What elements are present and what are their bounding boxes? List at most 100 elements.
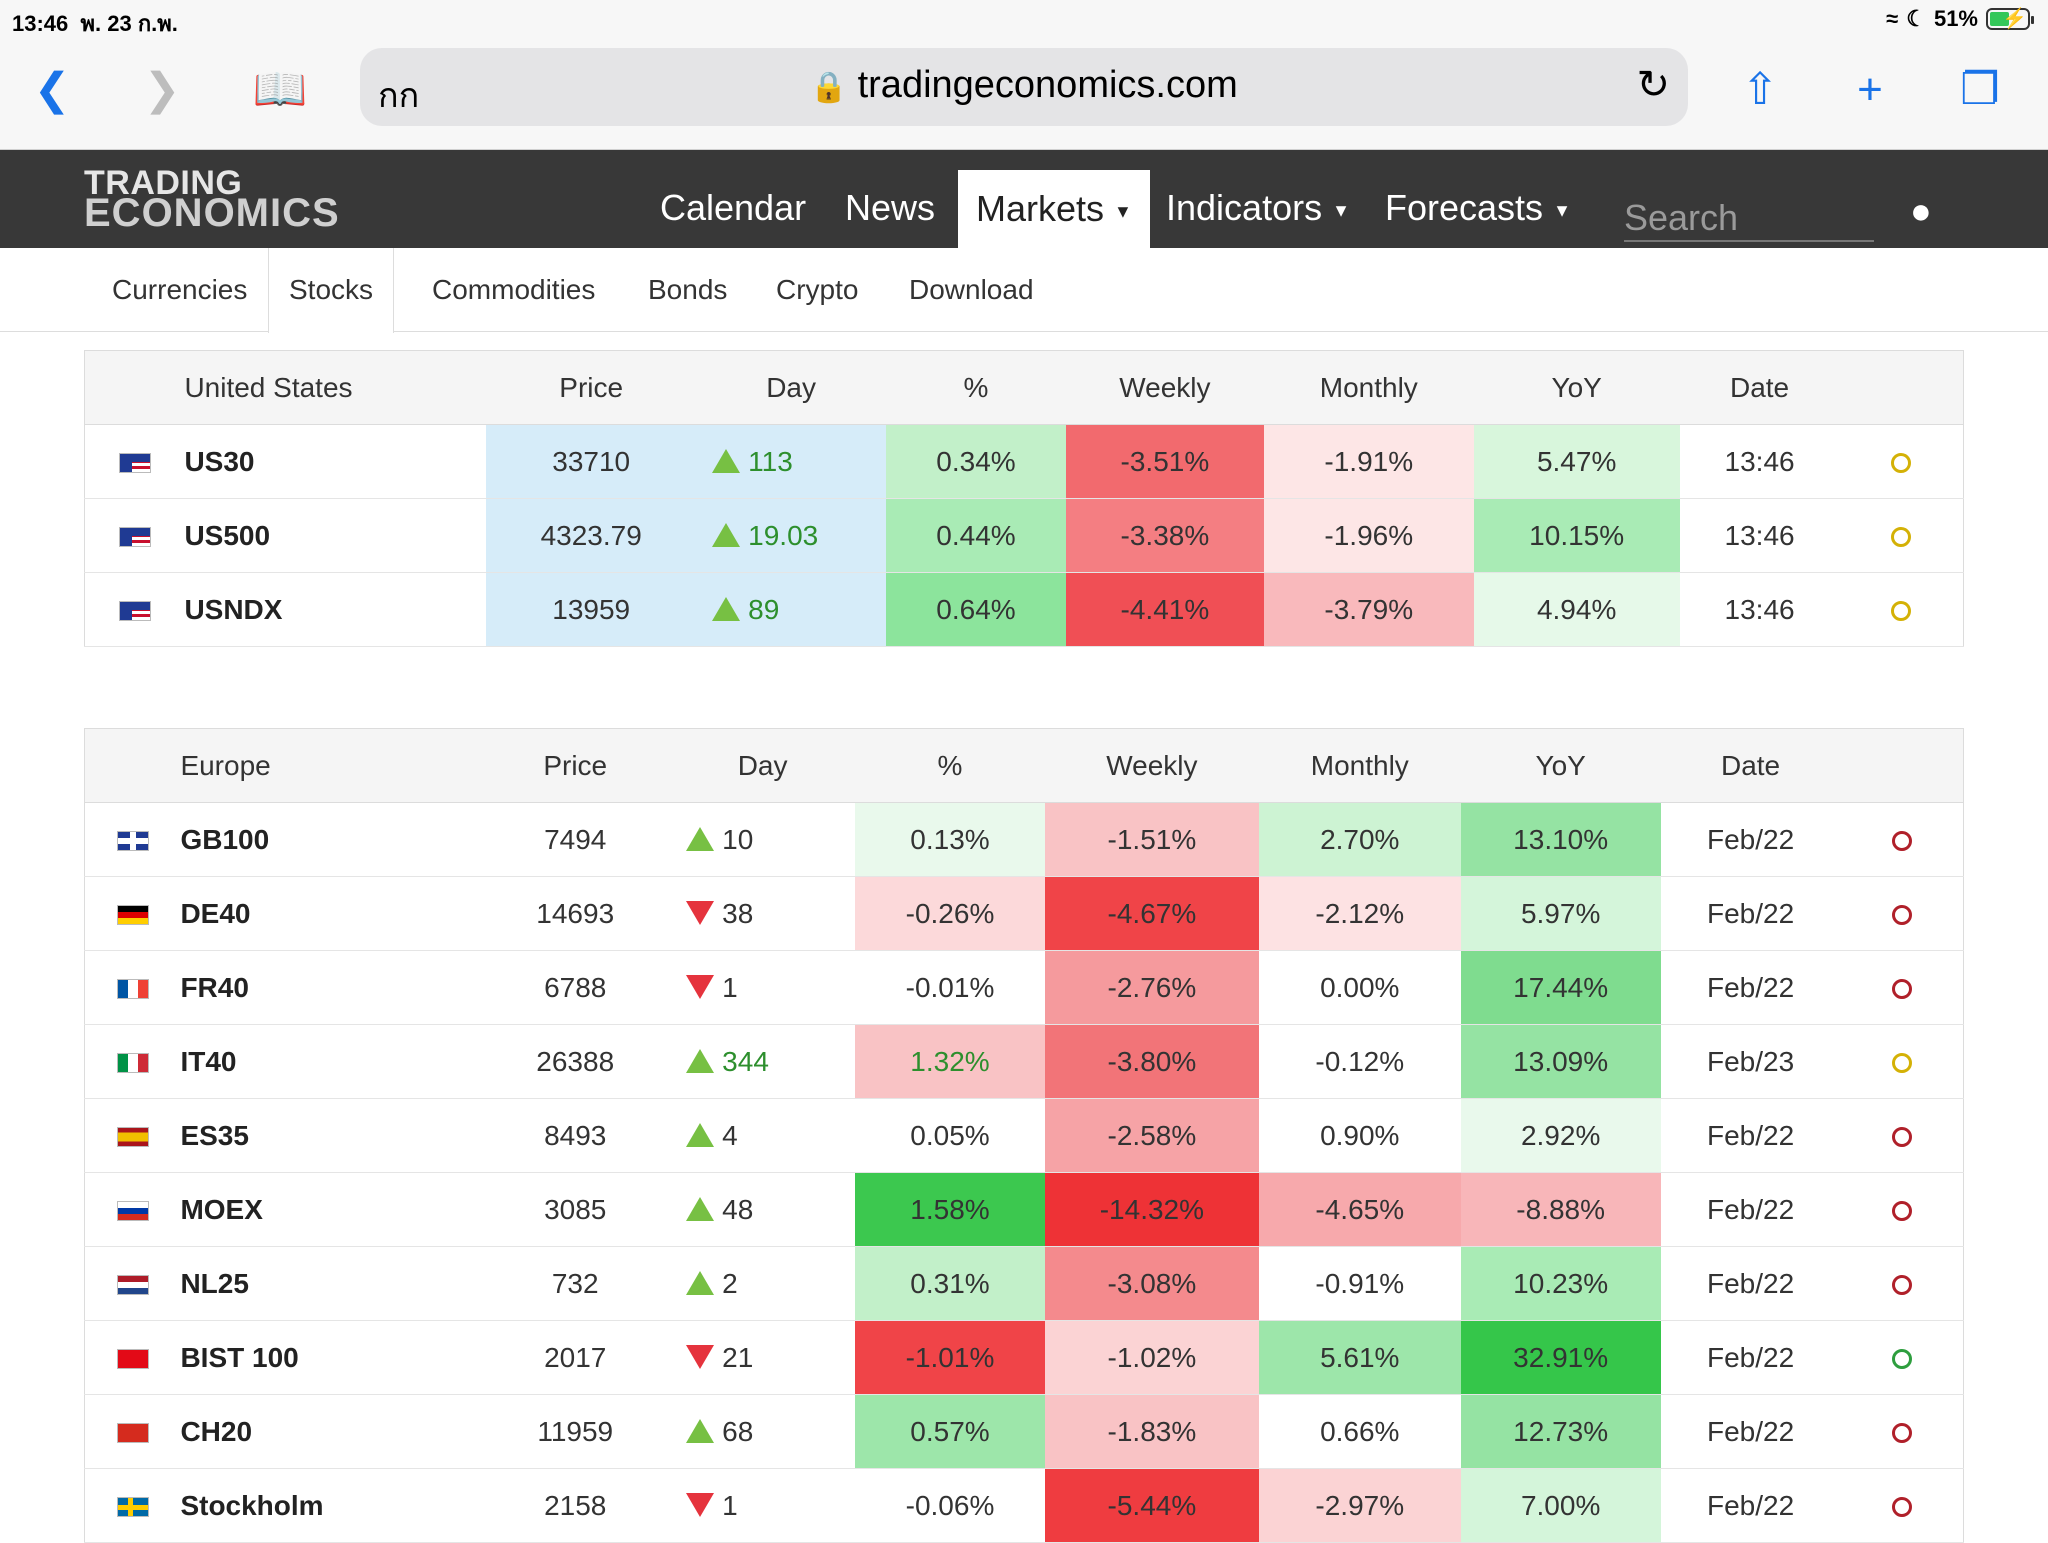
table-row[interactable]: MOEX 3085 48 1.58% -14.32% -4.65% -8.88% Feb/22 [84, 1172, 1964, 1247]
symbol-link[interactable]: BIST 100 [180, 1320, 481, 1395]
table-row[interactable]: NL25 732 2 0.31% -3.08% -0.91% 10.23% Feb/22 [84, 1246, 1964, 1321]
column-header-weekly[interactable]: Weekly [1044, 728, 1259, 803]
clock-cell [1839, 424, 1964, 499]
weekly-cell: -2.76% [1044, 950, 1259, 1025]
flag-tr-icon [116, 1349, 149, 1370]
forward-icon[interactable]: ❯ [143, 65, 181, 114]
reader-options-button[interactable]: กก [378, 77, 420, 115]
nav-forecasts[interactable]: Forecasts ▼ [1385, 187, 1571, 228]
column-header-weekly[interactable]: Weekly [1065, 350, 1264, 425]
user-icon[interactable]: ● [1910, 190, 1932, 231]
symbol-link[interactable]: CH20 [180, 1394, 481, 1469]
symbol-link[interactable]: NL25 [180, 1246, 481, 1321]
column-header-yoy[interactable]: YoY [1460, 728, 1661, 803]
subtab-crypto[interactable]: Crypto [776, 274, 859, 305]
column-header-price[interactable]: Price [486, 350, 697, 425]
yoy-cell: 4.94% [1473, 572, 1680, 647]
flag-cell [84, 1098, 181, 1173]
clock-col-header [1839, 350, 1964, 425]
subtab-stocks[interactable]: Stocks [268, 248, 395, 333]
status-time: 13:46 พ. 23 ก.พ. [12, 11, 178, 36]
table-row[interactable]: GB100 7494 10 0.13% -1.51% 2.70% 13.10% Feb/22 [84, 802, 1964, 877]
subtab-commodities[interactable]: Commodities [432, 274, 596, 305]
nav-markets[interactable]: Markets ▼ [958, 170, 1150, 248]
symbol-link[interactable]: FR40 [180, 950, 481, 1025]
bookmarks-icon[interactable]: 📖 [252, 65, 308, 114]
column-header-pct[interactable]: % [886, 350, 1066, 425]
table-row[interactable]: CH20 11959 68 0.57% -1.83% 0.66% 12.73% Feb/22 [84, 1394, 1964, 1469]
symbol-link[interactable]: ES35 [180, 1098, 481, 1173]
address-bar[interactable]: กก 🔒 tradingeconomics.com ↻ [360, 48, 1688, 126]
symbol-link[interactable]: DE40 [180, 876, 481, 951]
column-header-monthly[interactable]: Monthly [1258, 728, 1461, 803]
table-row[interactable]: IT40 26388 344 1.32% -3.80% -0.12% 13.09% Feb/2… [84, 1024, 1964, 1099]
region-header: Europe [180, 728, 481, 803]
arrow-down-icon [686, 1492, 715, 1517]
column-header-monthly[interactable]: Monthly [1263, 350, 1474, 425]
new-tab-icon[interactable]: + [1857, 65, 1883, 114]
table-row[interactable]: USNDX 13959 89 0.64% -4.41% -3.79% 4.94% 13:46 [84, 572, 1964, 647]
symbol-link[interactable]: Stockholm [180, 1468, 481, 1543]
day-change-cell: 10 [670, 802, 856, 877]
clock-cell [1840, 1024, 1964, 1099]
flag-gb-icon [116, 831, 149, 852]
column-header-price[interactable]: Price [480, 728, 671, 803]
nav-calendar[interactable]: Calendar [660, 187, 807, 228]
url-display[interactable]: 🔒 tradingeconomics.com [360, 64, 1688, 107]
yoy-cell: 12.73% [1460, 1394, 1661, 1469]
table-row[interactable]: BIST 100 2017 21 -1.01% -1.02% 5.61% 32.91% Feb… [84, 1320, 1964, 1395]
date-cell: Feb/22 [1660, 1468, 1841, 1543]
symbol-link[interactable]: US500 [184, 498, 487, 573]
site-logo[interactable]: TRADING ECONOMICS [84, 164, 340, 235]
symbol-link[interactable]: GB100 [180, 802, 481, 877]
table-row[interactable]: US500 4323.79 19.03 0.44% -3.38% -1.96% 10.15%… [84, 498, 1964, 573]
search-input[interactable]: Search [1624, 190, 1874, 242]
site-navbar: TRADING ECONOMICS Calendar News Markets … [0, 150, 2048, 248]
column-header-pct[interactable]: % [855, 728, 1045, 803]
symbol-link[interactable]: US30 [184, 424, 487, 499]
back-icon[interactable]: ❮ [33, 65, 71, 114]
share-icon[interactable]: ⇧ [1741, 65, 1779, 114]
flag-es-icon [116, 1127, 149, 1148]
subtab-currencies[interactable]: Currencies [112, 274, 248, 305]
flag-ru-icon [116, 1201, 149, 1222]
arrow-up-icon [686, 1122, 715, 1147]
flag-cell [84, 876, 181, 951]
symbol-link[interactable]: MOEX [180, 1172, 481, 1247]
flag-nl-icon [116, 1275, 149, 1296]
price-cell: 7494 [480, 802, 671, 877]
price-cell: 2158 [480, 1468, 671, 1543]
table-row[interactable]: DE40 14693 38 -0.26% -4.67% -2.12% 5.97% Feb/22 [84, 876, 1964, 951]
table-row[interactable]: Stockholm 2158 1 -0.06% -5.44% -2.97% 7.00% Feb… [84, 1468, 1964, 1543]
arrow-down-icon [686, 1344, 715, 1369]
column-header-date[interactable]: Date [1660, 728, 1841, 803]
price-cell: 732 [480, 1246, 671, 1321]
column-header-day[interactable]: Day [696, 350, 887, 425]
table-header-row: United States Price Day% Weekly Monthly YoY Da… [84, 350, 1964, 425]
tabs-icon[interactable]: ❐ [1960, 65, 2000, 114]
table-row[interactable]: ES35 8493 4 0.05% -2.58% 0.90% 2.92% Feb/22 [84, 1098, 1964, 1173]
subtab-download[interactable]: Download [909, 274, 1034, 305]
column-header-day[interactable]: Day [670, 728, 856, 803]
url-text: tradingeconomics.com [857, 64, 1238, 106]
nav-indicators[interactable]: Indicators ▼ [1166, 187, 1350, 228]
arrow-up-icon [686, 1418, 715, 1443]
reload-icon[interactable]: ↻ [1636, 63, 1670, 107]
clock-icon [1891, 453, 1912, 474]
table-row[interactable]: US30 33710 113 0.34% -3.51% -1.91% 5.47% 13:46 [84, 424, 1964, 499]
clock-cell [1840, 950, 1964, 1025]
symbol-link[interactable]: USNDX [184, 572, 487, 647]
table-row[interactable]: FR40 6788 1 -0.01% -2.76% 0.00% 17.44% Feb/22 [84, 950, 1964, 1025]
symbol-link[interactable]: IT40 [180, 1024, 481, 1099]
clock-cell [1840, 1394, 1964, 1469]
day-change-cell: 1 [670, 950, 856, 1025]
nav-news[interactable]: News [845, 187, 936, 228]
arrow-up-icon [686, 1048, 715, 1073]
subtab-bonds[interactable]: Bonds [648, 274, 728, 305]
clock-icon [1891, 831, 1912, 852]
column-header-yoy[interactable]: YoY [1473, 350, 1680, 425]
clock-col-header [1840, 728, 1964, 803]
percent-cell: 0.44% [886, 498, 1066, 573]
column-header-date[interactable]: Date [1679, 350, 1840, 425]
weekly-cell: -3.80% [1044, 1024, 1259, 1099]
